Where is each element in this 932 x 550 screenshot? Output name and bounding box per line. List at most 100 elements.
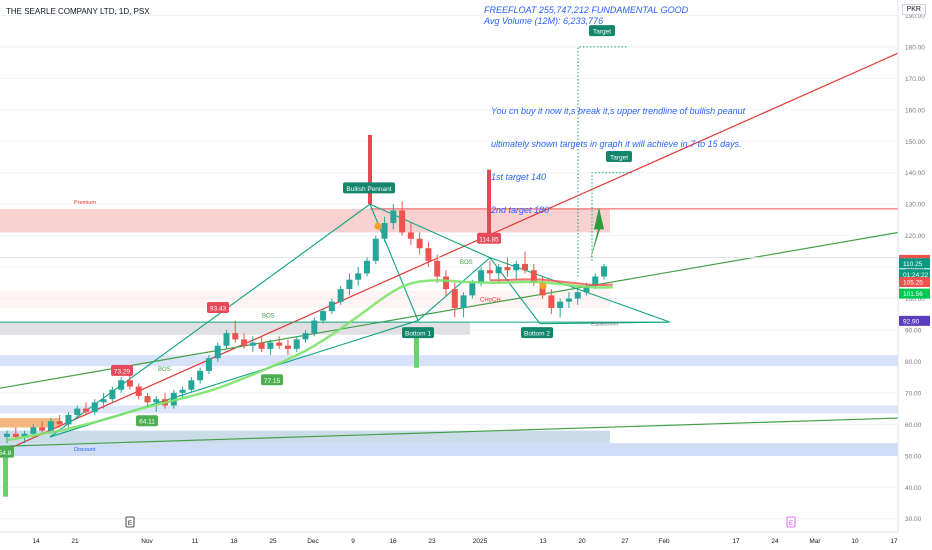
price-tag-bg [899, 315, 930, 326]
price-tag-bg [899, 269, 930, 280]
label-bos: BOS [262, 313, 275, 319]
candle-body [486, 270, 493, 274]
upper-band [0, 290, 610, 308]
candle-body [4, 433, 10, 437]
x-tick-label: Mar [809, 538, 821, 545]
candle-body [232, 333, 239, 340]
candle-body [390, 210, 397, 224]
candle-body [249, 342, 256, 346]
label-bullish-pennant: Bullish Pennant [346, 186, 391, 193]
label-swing-high: 73.29 [114, 368, 131, 375]
x-tick-label: 23 [428, 538, 436, 545]
x-tick-label: 10 [851, 538, 859, 545]
x-tick-label: 11 [192, 538, 199, 545]
earnings-marker-label: E [789, 520, 794, 527]
ema-line [6, 279, 613, 442]
candle-body [355, 273, 362, 280]
y-tick-label: 40.00 [905, 485, 922, 492]
label-swing-low-bg [136, 415, 158, 427]
symbol-title[interactable]: THE SEARLE COMPANY LTD, 1D, PSX [6, 7, 150, 16]
candle-body [109, 389, 116, 400]
x-tick-label: 24 [771, 538, 779, 545]
x-tick-label: Nov [141, 538, 153, 545]
candle-body [363, 260, 370, 274]
label-target: Target [593, 29, 611, 36]
candle-body [276, 342, 283, 346]
currency-button[interactable]: PKR [901, 4, 926, 15]
candle-body [267, 342, 274, 349]
candle-body [118, 380, 125, 390]
y-tick-label: 120.00 [905, 233, 925, 240]
x-tick-label: 13 [539, 538, 547, 545]
candle-body [126, 380, 133, 387]
candle-body [223, 333, 230, 346]
x-tick-label: 17 [890, 538, 898, 545]
candle-body [179, 389, 186, 393]
candle-body [91, 402, 98, 412]
trendline-green [0, 231, 899, 389]
candle-body [258, 342, 265, 349]
candle-body [399, 210, 406, 233]
candle-body [100, 399, 107, 403]
signal-dot [539, 282, 547, 290]
label-bos: BOS [158, 367, 171, 373]
y-tick-label: 60.00 [905, 422, 922, 429]
x-tick-label: 9 [351, 538, 355, 545]
candle-body [469, 282, 476, 296]
candle-body [144, 396, 151, 403]
x-tick-label: 17 [732, 538, 740, 545]
label-swing-low: 54.8 [0, 450, 12, 457]
candle-body [311, 320, 318, 334]
discount-zone [0, 443, 898, 456]
label-swing-high: 93.43 [210, 305, 227, 312]
candle-body [504, 267, 511, 271]
target-arrow [590, 207, 604, 261]
idea-note: You cn buy it now it,s break it,s upper … [491, 84, 745, 227]
candle-body [592, 276, 599, 286]
spike-bar [368, 134, 372, 205]
candle-body [188, 380, 195, 390]
candle-body [513, 263, 520, 271]
candle-body [407, 232, 414, 239]
spike-bar [414, 329, 419, 368]
price-tag: 110.25 [903, 261, 923, 268]
x-tick-label: 21 [71, 538, 79, 545]
candle-body [30, 427, 37, 434]
x-tick-label: 27 [621, 538, 629, 545]
candle-body [478, 270, 485, 283]
candle-body [434, 260, 441, 277]
candle-body [337, 289, 344, 302]
candle-body [12, 433, 19, 437]
note-line: ultimately shown targets in graph it wil… [491, 139, 742, 149]
candle-body [425, 248, 432, 261]
candle-body [135, 386, 142, 397]
label-target-bg [589, 25, 615, 37]
label-bullish-pennant-bg [343, 182, 395, 194]
premium-zone [0, 208, 610, 233]
price-tag-bg [899, 288, 930, 299]
candle-body [557, 301, 564, 308]
price-tag-bg [899, 258, 930, 269]
x-tick-label: Dec [307, 538, 319, 545]
candle-body [328, 301, 335, 312]
candle-body [416, 238, 423, 249]
y-tick-label: 140.00 [905, 170, 925, 177]
y-tick-label: 70.00 [905, 390, 922, 397]
candle-body [565, 298, 572, 302]
label-bottom-2: Bottom 2 [524, 331, 550, 338]
freefloat-text: FREEFLOAT 255,747,212 FUNDAMENTAL GOOD [484, 5, 689, 15]
candle-body [381, 223, 388, 239]
trendline-green [0, 417, 899, 447]
label-target-bg [606, 150, 632, 162]
y-tick-label: 170.00 [905, 76, 925, 83]
candle-body [47, 421, 54, 431]
label-swing-high-bg [477, 232, 501, 244]
label-discount: Discount [74, 447, 96, 453]
y-tick-label: 160.00 [905, 107, 925, 114]
label-bottom-1-bg [402, 327, 434, 339]
candle-body [284, 345, 291, 349]
label-target: Target [610, 154, 628, 161]
ema-line-short [489, 278, 613, 287]
price-tag-bg [899, 277, 930, 288]
